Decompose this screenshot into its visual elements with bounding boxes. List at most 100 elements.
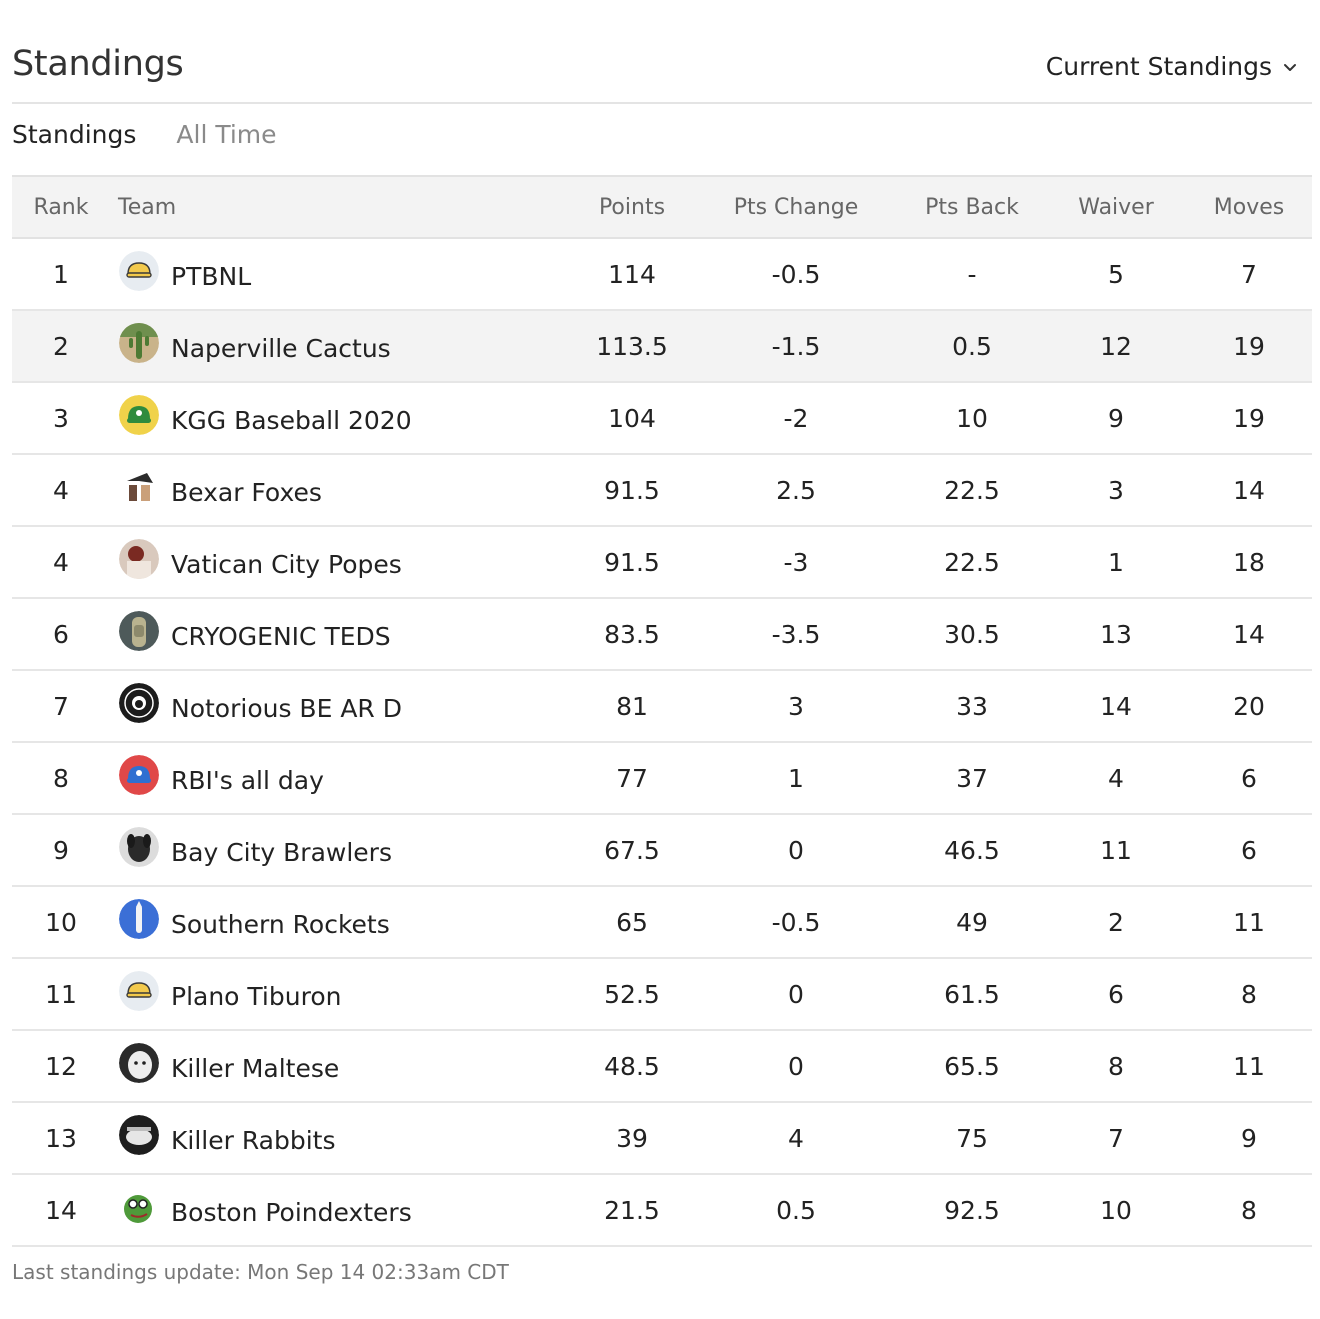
pts-change-cell: 4 <box>694 1102 898 1175</box>
team-name-link[interactable]: Bexar Foxes <box>171 477 322 507</box>
moves-cell: 6 <box>1186 814 1312 887</box>
waiver-cell: 3 <box>1046 454 1186 527</box>
points-cell: 113.5 <box>570 310 694 383</box>
dog-logo-icon[interactable] <box>119 827 159 867</box>
column-header-waiver[interactable]: Waiver <box>1046 175 1186 239</box>
team-name-link[interactable]: Naperville Cactus <box>171 333 391 363</box>
points-cell: 21.5 <box>570 1174 694 1247</box>
team-name-link[interactable]: PTBNL <box>171 261 252 291</box>
moves-cell: 11 <box>1186 1030 1312 1103</box>
table-row: 3 KGG Baseball 2020 104 -2 10 9 19 <box>12 382 1312 455</box>
green-cap-logo-icon[interactable] <box>119 395 159 435</box>
team-name-link[interactable]: Notorious BE AR D <box>171 693 402 723</box>
pts-back-cell: 65.5 <box>898 1030 1046 1103</box>
team-cell: Killer Maltese <box>110 1030 570 1103</box>
moves-cell: 19 <box>1186 382 1312 455</box>
tab-standings[interactable]: Standings <box>12 120 137 149</box>
poindexter-logo-icon[interactable] <box>119 1187 159 1227</box>
team-cell: Naperville Cactus <box>110 310 570 383</box>
table-row: 8 RBI's all day 77 1 37 4 6 <box>12 742 1312 815</box>
points-cell: 52.5 <box>570 958 694 1031</box>
pts-change-cell: -3.5 <box>694 598 898 671</box>
moves-cell: 6 <box>1186 742 1312 815</box>
points-cell: 81 <box>570 670 694 743</box>
column-header-team[interactable]: Team <box>110 175 570 239</box>
tab-all-time[interactable]: All Time <box>176 120 277 149</box>
waiver-cell: 4 <box>1046 742 1186 815</box>
table-row: 13 Killer Rabbits 39 4 75 7 9 <box>12 1102 1312 1175</box>
table-row: 2 Naperville Cactus 113.5 -1.5 0.5 12 19 <box>12 310 1312 383</box>
table-row: 10 Southern Rockets 65 -0.5 49 2 11 <box>12 886 1312 959</box>
maltese-logo-icon[interactable] <box>119 1043 159 1083</box>
team-name-link[interactable]: RBI's all day <box>171 765 324 795</box>
points-cell: 91.5 <box>570 526 694 599</box>
team-cell: KGG Baseball 2020 <box>110 382 570 455</box>
blue-cap-logo-icon[interactable] <box>119 755 159 795</box>
team-cell: Notorious BE AR D <box>110 670 570 743</box>
pts-change-cell: -2 <box>694 382 898 455</box>
rank-cell: 12 <box>12 1030 110 1103</box>
team-name-link[interactable]: Bay City Brawlers <box>171 837 392 867</box>
cryo-logo-icon[interactable] <box>119 611 159 651</box>
team-cell: Bexar Foxes <box>110 454 570 527</box>
table-row: 7 Notorious BE AR D 81 3 33 14 20 <box>12 670 1312 743</box>
waiver-cell: 13 <box>1046 598 1186 671</box>
yellow-cap-logo-icon[interactable] <box>119 971 159 1011</box>
standings-view-dropdown[interactable]: Current Standings <box>1046 52 1298 81</box>
points-cell: 39 <box>570 1102 694 1175</box>
chevron-down-icon <box>1284 63 1296 71</box>
pts-back-cell: 49 <box>898 886 1046 959</box>
page-title: Standings <box>12 44 184 84</box>
pts-change-cell: 0 <box>694 814 898 887</box>
rank-cell: 11 <box>12 958 110 1031</box>
moves-cell: 20 <box>1186 670 1312 743</box>
cactus-logo-icon[interactable] <box>119 323 159 363</box>
pts-back-cell: 22.5 <box>898 526 1046 599</box>
moves-cell: 11 <box>1186 886 1312 959</box>
points-cell: 77 <box>570 742 694 815</box>
column-header-rank[interactable]: Rank <box>12 175 110 239</box>
rank-cell: 4 <box>12 526 110 599</box>
team-name-link[interactable]: Southern Rockets <box>171 909 390 939</box>
team-name-link[interactable]: Boston Poindexters <box>171 1197 412 1227</box>
popes-logo-icon[interactable] <box>119 539 159 579</box>
rank-cell: 10 <box>12 886 110 959</box>
waiver-cell: 1 <box>1046 526 1186 599</box>
team-cell: Bay City Brawlers <box>110 814 570 887</box>
standings-table: Rank Team Points Pts Change Pts Back Wai… <box>12 175 1312 1247</box>
team-name-link[interactable]: Plano Tiburon <box>171 981 342 1011</box>
rank-cell: 6 <box>12 598 110 671</box>
foxes-logo-icon[interactable] <box>119 467 159 507</box>
team-name-link[interactable]: Killer Maltese <box>171 1053 340 1083</box>
rank-cell: 14 <box>12 1174 110 1247</box>
column-header-pts-change[interactable]: Pts Change <box>694 175 898 239</box>
column-header-points[interactable]: Points <box>570 175 694 239</box>
moves-cell: 8 <box>1186 958 1312 1031</box>
pts-back-cell: 0.5 <box>898 310 1046 383</box>
waiver-cell: 5 <box>1046 238 1186 311</box>
bear-badge-logo-icon[interactable] <box>119 683 159 723</box>
points-cell: 91.5 <box>570 454 694 527</box>
team-name-link[interactable]: Killer Rabbits <box>171 1125 336 1155</box>
pts-back-cell: 10 <box>898 382 1046 455</box>
column-header-moves[interactable]: Moves <box>1186 175 1312 239</box>
pts-back-cell: 37 <box>898 742 1046 815</box>
standings-view-label: Current Standings <box>1045 52 1272 81</box>
yellow-cap-logo-icon[interactable] <box>119 251 159 291</box>
team-cell: Boston Poindexters <box>110 1174 570 1247</box>
team-name-link[interactable]: CRYOGENIC TEDS <box>171 621 391 651</box>
team-cell: Plano Tiburon <box>110 958 570 1031</box>
pts-back-cell: 92.5 <box>898 1174 1046 1247</box>
last-update-text: Last standings update: Mon Sep 14 02:33a… <box>12 1260 509 1284</box>
waiver-cell: 9 <box>1046 382 1186 455</box>
rabbits-logo-icon[interactable] <box>119 1115 159 1155</box>
rank-cell: 8 <box>12 742 110 815</box>
table-row: 12 Killer Maltese 48.5 0 65.5 8 11 <box>12 1030 1312 1103</box>
rocket-logo-icon[interactable] <box>119 899 159 939</box>
column-header-pts-back[interactable]: Pts Back <box>898 175 1046 239</box>
moves-cell: 14 <box>1186 454 1312 527</box>
team-name-link[interactable]: KGG Baseball 2020 <box>171 405 412 435</box>
tab-bar: Standings All Time <box>12 120 317 160</box>
pts-change-cell: 0 <box>694 1030 898 1103</box>
team-name-link[interactable]: Vatican City Popes <box>171 549 402 579</box>
